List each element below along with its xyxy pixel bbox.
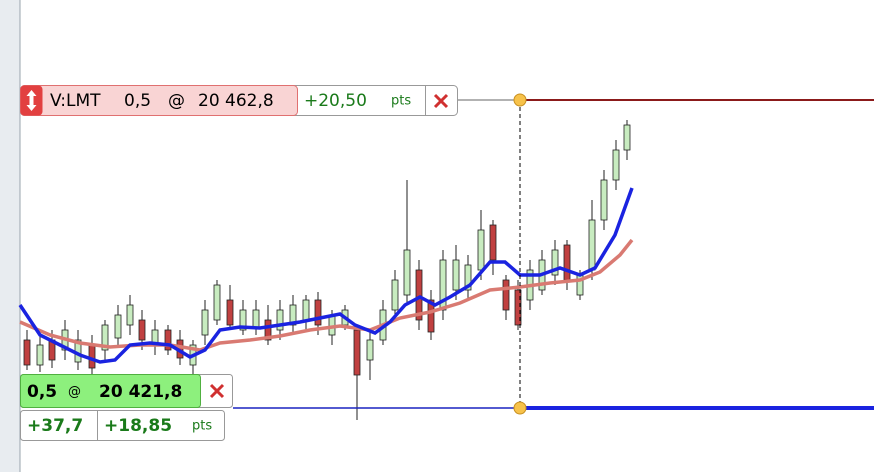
- candle-body: [314, 299, 322, 326]
- candle-body: [403, 249, 411, 296]
- candle-body: [514, 289, 522, 326]
- position-quantity: 0,5: [27, 382, 57, 402]
- candle-body: [588, 219, 596, 271]
- candle-body: [23, 339, 31, 366]
- candle-body: [264, 319, 272, 341]
- candle-body: [328, 314, 336, 336]
- order-label[interactable]: V:LMT 0,5 @ 20 462,8 +20,50 pts: [20, 85, 458, 116]
- slow-average: [19, 238, 634, 352]
- candle-body: [439, 259, 447, 311]
- candle-body: [464, 264, 472, 291]
- candle-body: [252, 309, 260, 329]
- candle-body: [415, 269, 423, 321]
- position-at: @: [68, 385, 81, 400]
- candle-body: [502, 279, 510, 311]
- candle-body: [452, 259, 460, 291]
- cancel-order[interactable]: [433, 93, 449, 109]
- candle-body: [276, 309, 284, 331]
- close-position[interactable]: [209, 383, 225, 399]
- order-pnl: +20,50: [304, 91, 367, 111]
- order-handle[interactable]: [513, 93, 527, 107]
- candle-body: [226, 299, 234, 326]
- candle-body: [551, 249, 559, 276]
- pnl-price: +37,7: [27, 416, 83, 436]
- candle-body: [302, 299, 310, 321]
- order-price: 20 462,8: [198, 91, 274, 111]
- candle-body: [600, 179, 608, 221]
- sidebar: [0, 0, 20, 472]
- candle-body: [138, 319, 146, 341]
- candle-body: [201, 309, 209, 336]
- candle-body: [366, 339, 374, 361]
- pnl-unit: pts: [192, 419, 212, 434]
- candle-body: [623, 124, 631, 151]
- candle-body: [36, 344, 44, 366]
- candle-body: [88, 344, 96, 369]
- position-price: 20 421,8: [99, 382, 182, 402]
- candle-body: [126, 304, 134, 326]
- fast-average: [18, 187, 634, 364]
- pnl-box: [20, 410, 225, 441]
- candle-body: [289, 304, 297, 326]
- candle-body: [477, 229, 485, 271]
- drag-arrow: [26, 90, 37, 111]
- pnl-points: +18,85: [104, 416, 172, 436]
- candle-body: [612, 149, 620, 181]
- candle-body: [353, 329, 361, 376]
- order-at: @: [168, 91, 185, 111]
- order-type: V:LMT: [50, 91, 101, 111]
- candle-body: [489, 224, 497, 261]
- candle-body: [114, 314, 122, 339]
- candle-body: [391, 279, 399, 311]
- candle-body: [213, 284, 221, 321]
- position-handle[interactable]: [513, 401, 527, 415]
- candle-body: [101, 324, 109, 351]
- candle-body: [164, 329, 172, 351]
- candle-body: [563, 244, 571, 281]
- position-label[interactable]: 0,5 @ 20 421,8 +37,7 +18,85 pts: [20, 374, 233, 441]
- order-quantity: 0,5: [124, 91, 151, 111]
- candle-body: [239, 309, 247, 331]
- candle-body: [427, 299, 435, 333]
- position-box: [20, 374, 201, 408]
- order-unit: pts: [391, 94, 411, 109]
